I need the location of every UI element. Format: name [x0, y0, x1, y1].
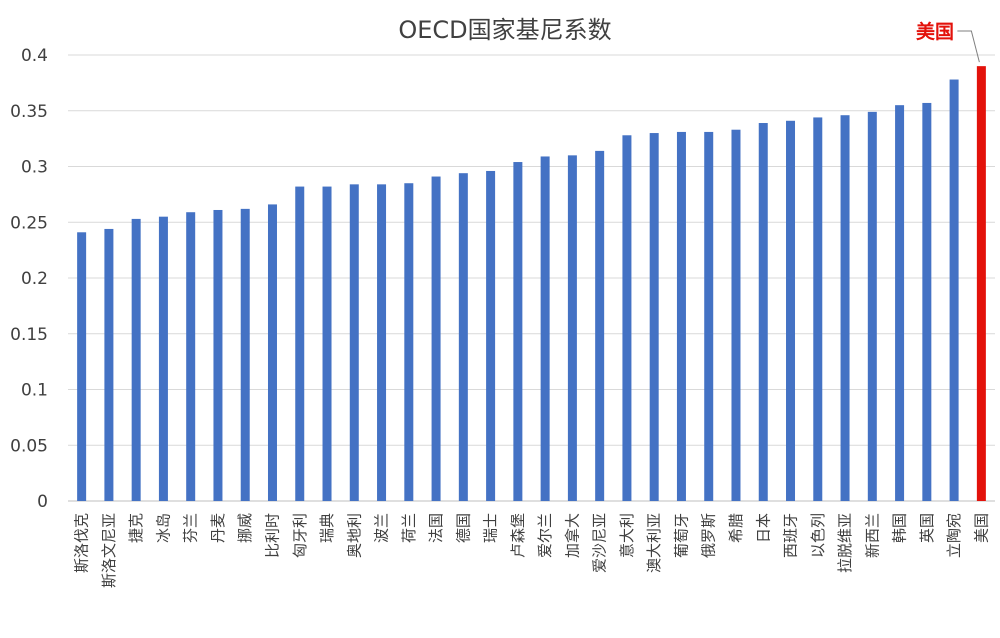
bar: [486, 170, 496, 501]
bar: [377, 184, 387, 501]
x-category-label: 捷克: [127, 513, 145, 543]
bar: [213, 209, 223, 502]
bar: [840, 115, 850, 502]
x-category-label: 加拿大: [563, 513, 581, 558]
x-category-label: 瑞士: [482, 513, 500, 543]
x-category-label: 英国: [918, 513, 936, 543]
bar: [77, 232, 87, 501]
y-tick-label: 0.2: [21, 269, 48, 289]
x-category-label: 波兰: [373, 513, 391, 543]
bar: [104, 228, 114, 501]
x-category-label: 冰岛: [154, 513, 172, 543]
bar: [267, 204, 277, 501]
bar: [731, 129, 741, 501]
x-category-label: 希腊: [727, 513, 745, 543]
bar-highlight: [976, 66, 986, 502]
chart-title: OECD国家基尼系数: [398, 16, 611, 44]
highlight-callout-label: 美国: [916, 20, 954, 43]
bar: [131, 218, 141, 501]
x-category-label: 韩国: [891, 513, 909, 543]
bar: [567, 155, 577, 501]
highlight-callout-leader: [957, 30, 980, 63]
x-category-label: 意大利: [618, 513, 636, 558]
x-category-label: 斯洛伐克: [73, 513, 91, 573]
x-category-label: 丹麦: [209, 513, 227, 543]
bars: [77, 66, 986, 502]
bar: [676, 131, 686, 501]
y-tick-label: 0.15: [10, 325, 48, 345]
bar: [349, 184, 359, 501]
x-category-label: 日本: [754, 513, 772, 543]
bar: [186, 212, 196, 501]
x-category-label: 葡萄牙: [672, 513, 690, 558]
y-tick-label: 0.3: [21, 158, 48, 178]
y-tick-label: 0.25: [10, 213, 48, 233]
x-category-label: 以色列: [809, 513, 827, 558]
y-tick-label: 0.35: [10, 102, 48, 122]
bar: [404, 183, 414, 501]
bar: [622, 135, 632, 501]
x-category-label: 比利时: [263, 513, 281, 558]
x-category-label: 拉脱维亚: [836, 513, 854, 573]
x-category-label: 挪威: [236, 513, 254, 543]
y-tick-label: 0.4: [21, 46, 48, 66]
bar: [922, 102, 932, 501]
bar: [431, 176, 441, 501]
bar: [540, 156, 550, 501]
bar: [895, 105, 905, 502]
x-category-label: 瑞典: [318, 513, 336, 543]
bar: [949, 79, 959, 501]
x-category-label: 西班牙: [782, 513, 800, 558]
y-tick-label: 0.05: [10, 436, 48, 456]
x-category-label: 卢森堡: [509, 513, 527, 558]
x-category-label: 爱尔兰: [536, 513, 554, 558]
bar: [758, 123, 768, 501]
x-category-label: 斯洛文尼亚: [100, 513, 118, 588]
x-category-label: 法国: [427, 513, 445, 543]
bar: [295, 186, 305, 501]
x-category-label: 爱沙尼亚: [591, 513, 609, 573]
x-category-label: 新西兰: [863, 513, 881, 558]
x-category-label: 澳大利亚: [645, 513, 663, 573]
y-tick-label: 0: [37, 492, 48, 512]
bar: [813, 117, 823, 501]
bar: [458, 173, 468, 501]
x-axis-labels: 斯洛伐克 斯洛文尼亚 捷克 冰岛 芬兰 丹麦 挪威 比利时 匈牙利 瑞典 奥地利 波兰 荷兰 法国 德国 瑞士…: [73, 513, 991, 588]
x-category-label: 德国: [454, 513, 472, 543]
bar: [322, 186, 332, 501]
bar: [704, 131, 714, 501]
x-category-label: 荷兰: [400, 513, 418, 543]
x-category-label: 匈牙利: [291, 513, 309, 558]
x-category-label: 俄罗斯: [700, 513, 718, 558]
bar: [595, 150, 605, 501]
x-category-label: 立陶宛: [945, 513, 963, 558]
bar: [649, 133, 659, 502]
x-category-label: 美国: [972, 513, 990, 543]
y-axis-ticks: 0 0.05 0.1 0.15 0.2 0.25 0.3 0.35 0.4: [10, 46, 48, 512]
x-category-label: 芬兰: [182, 513, 200, 543]
bar: [158, 216, 168, 502]
bar: [867, 111, 877, 502]
x-category-label: 奥地利: [345, 513, 363, 558]
bar: [513, 162, 523, 502]
y-tick-label: 0.1: [21, 381, 48, 401]
bar: [786, 120, 796, 501]
bar: [240, 208, 250, 501]
grid-lines: [68, 54, 995, 502]
annotation: 美国: [916, 20, 980, 63]
